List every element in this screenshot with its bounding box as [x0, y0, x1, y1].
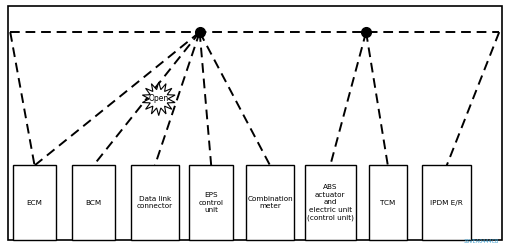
Text: 35VEA0444CB: 35VEA0444CB [464, 239, 499, 244]
Polygon shape [142, 82, 175, 116]
Bar [246, 165, 294, 240]
Text: IPDM E/R: IPDM E/R [431, 200, 463, 206]
Bar [189, 165, 233, 240]
Text: BCM: BCM [86, 200, 101, 206]
Bar [131, 165, 179, 240]
Text: Combination
meter: Combination meter [247, 196, 293, 209]
Bar [369, 165, 407, 240]
Text: EPS
control
unit: EPS control unit [199, 192, 224, 213]
Text: TCM: TCM [380, 200, 395, 206]
Bar [72, 165, 115, 240]
Bar [422, 165, 471, 240]
Text: ABS
actuator
and
electric unit
(control unit): ABS actuator and electric unit (control … [307, 184, 354, 221]
Text: Open: Open [148, 94, 169, 103]
Bar [13, 165, 56, 240]
Text: Data link
connector: Data link connector [137, 196, 173, 209]
Bar [305, 165, 356, 240]
Text: ECM: ECM [27, 200, 42, 206]
